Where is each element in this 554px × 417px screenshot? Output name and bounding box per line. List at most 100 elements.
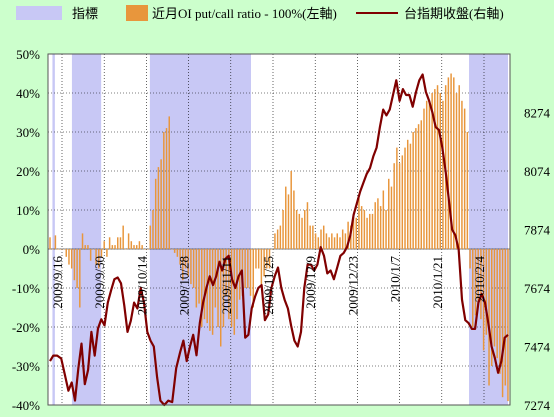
- ratio-bar-52: [190, 249, 192, 285]
- ratio-bar-159: [480, 249, 482, 320]
- ratio-bar-143: [436, 85, 439, 249]
- ratio-bar-144: [439, 93, 441, 249]
- ratio-bar-153: [463, 108, 466, 249]
- ratio-bar-75: [252, 249, 254, 308]
- ratio-bar-8: [70, 249, 73, 269]
- ratio-bar-23: [111, 245, 114, 249]
- ratio-bar-117: [366, 217, 368, 249]
- ratio-bar-150: [455, 93, 458, 249]
- ratio-bar-49: [182, 249, 184, 281]
- ratio-bar-1: [51, 249, 54, 250]
- ratio-bar-93: [301, 217, 303, 249]
- ratio-bar-91: [295, 210, 298, 249]
- right-tick-label: 7674: [524, 281, 551, 296]
- ratio-bar-7: [68, 249, 70, 265]
- ratio-bar-68: [233, 249, 236, 335]
- ratio-bar-135: [415, 128, 417, 249]
- ratio-bar-76: [255, 249, 257, 269]
- ratio-bar-121: [377, 198, 379, 249]
- ratio-bar-129: [398, 163, 401, 249]
- legend-label-price: 台指期收盤(右軸): [404, 6, 504, 21]
- ratio-bar-154: [466, 132, 469, 249]
- ratio-bar-33: [138, 241, 141, 249]
- indicator-region-2: [149, 54, 251, 405]
- ratio-bar-74: [249, 249, 252, 296]
- x-tick-label: 2010/1/7: [388, 256, 403, 303]
- ratio-bar-80: [266, 249, 268, 269]
- ratio-bar-141: [431, 93, 433, 249]
- ratio-bar-54: [195, 249, 198, 308]
- ratio-bar-133: [409, 143, 412, 249]
- ratio-bar-145: [442, 100, 444, 249]
- ratio-bar-163: [490, 249, 493, 366]
- ratio-bar-151: [458, 85, 460, 249]
- ratio-bar-38: [152, 210, 154, 249]
- left-tick-label: -40%: [12, 398, 40, 413]
- ratio-bar-79: [263, 249, 265, 277]
- ratio-bar-32: [135, 245, 138, 249]
- ratio-bar-113: [355, 217, 357, 249]
- left-tick-label: -10%: [12, 281, 40, 296]
- ratio-bar-16: [92, 249, 95, 250]
- ratio-bar-63: [219, 249, 222, 347]
- indicator-region-1: [71, 54, 102, 405]
- ratio-bar-6: [65, 249, 68, 257]
- left-tick-label: 40%: [16, 86, 40, 101]
- ratio-bar-167: [501, 249, 504, 398]
- ratio-bar-48: [179, 249, 181, 265]
- legend-label-indicator: 指標: [72, 6, 98, 21]
- ratio-bar-82: [271, 249, 273, 250]
- ratio-bar-164: [493, 249, 496, 347]
- ratio-bar-119: [371, 213, 374, 249]
- ratio-bar-138: [423, 108, 425, 249]
- ratio-bar-50: [184, 249, 187, 269]
- ratio-bar-158: [477, 249, 479, 308]
- ratio-bar-39: [154, 178, 157, 249]
- ratio-bar-168: [504, 249, 507, 386]
- ratio-bar-137: [420, 120, 423, 249]
- ratio-bar-131: [404, 147, 406, 249]
- ratio-bar-118: [369, 213, 371, 249]
- x-tick-label: 2009/10/14: [134, 256, 149, 316]
- ratio-bar-28: [125, 249, 127, 250]
- ratio-bar-156: [472, 249, 474, 327]
- ratio-bar-9: [73, 249, 76, 281]
- ratio-bar-109: [344, 233, 347, 249]
- ratio-bar-13: [84, 245, 86, 249]
- ratio-bar-99: [317, 237, 320, 249]
- ratio-bar-155: [469, 249, 471, 269]
- ratio-bar-21: [106, 249, 108, 257]
- ratio-bar-83: [274, 233, 276, 249]
- ratio-bar-126: [390, 186, 393, 249]
- ratio-bar-4: [60, 249, 62, 250]
- ratio-bar-43: [165, 128, 168, 249]
- ratio-bar-128: [396, 147, 398, 249]
- left-tick-label: -30%: [12, 359, 40, 374]
- ratio-bar-64: [222, 249, 225, 327]
- ratio-bar-85: [279, 225, 282, 249]
- ratio-bar-148: [450, 73, 452, 249]
- ratio-bar-116: [363, 210, 366, 249]
- ratio-bar-20: [103, 241, 105, 249]
- ratio-bar-31: [133, 245, 135, 249]
- legend-swatch-ratio: [126, 5, 148, 21]
- ratio-bar-142: [434, 89, 436, 249]
- left-tick-label: 50%: [16, 47, 40, 62]
- ratio-bar-10: [76, 249, 78, 288]
- right-tick-label: 8274: [524, 106, 551, 121]
- ratio-bar-77: [257, 249, 260, 269]
- ratio-bar-114: [358, 198, 360, 249]
- left-tick-label: 20%: [16, 164, 40, 179]
- ratio-bar-51: [187, 249, 189, 277]
- ratio-bar-41: [160, 159, 162, 249]
- ratio-bar-127: [393, 163, 395, 249]
- ratio-bar-101: [322, 225, 325, 249]
- ratio-bar-53: [192, 249, 195, 288]
- right-tick-label: 7874: [524, 223, 551, 238]
- ratio-bar-166: [499, 249, 501, 374]
- ratio-bar-157: [474, 249, 477, 316]
- ratio-bar-37: [149, 225, 152, 249]
- ratio-bar-14: [87, 245, 89, 249]
- x-tick-label: 2009/11/25: [261, 256, 276, 315]
- ratio-bar-57: [203, 249, 206, 320]
